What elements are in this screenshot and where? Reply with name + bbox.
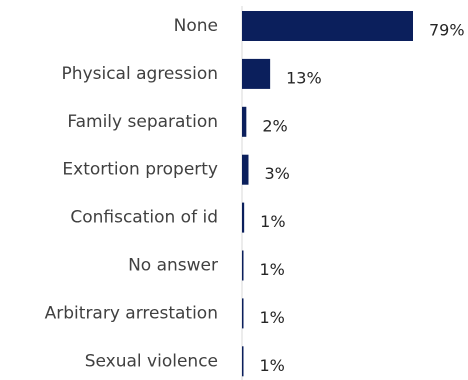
- bar-4: [242, 202, 245, 233]
- bar-7: [242, 346, 244, 377]
- bar-1: [242, 58, 271, 89]
- bar-3: [242, 154, 249, 185]
- category-label-0: None: [174, 16, 218, 36]
- value-label-5: 1%: [260, 260, 285, 279]
- value-labels: 79% 13% 2% 3% 1% 1% 1% 1%: [260, 21, 465, 375]
- category-label-7: Sexual violence: [85, 351, 218, 371]
- value-label-7: 1%: [260, 356, 285, 375]
- value-label-2: 2%: [262, 116, 287, 135]
- category-label-5: No answer: [128, 256, 218, 276]
- bars-layer: [242, 11, 413, 377]
- category-label-6: Arbitrary arrestation: [45, 303, 218, 323]
- category-labels: None Physical agression Family separation E…: [45, 16, 218, 371]
- category-label-2: Family separation: [67, 112, 218, 132]
- bar-6: [242, 298, 244, 329]
- value-label-1: 13%: [286, 68, 322, 87]
- category-label-1: Physical agression: [62, 64, 218, 84]
- value-label-4: 1%: [260, 212, 285, 231]
- category-label-4: Confiscation of id: [70, 208, 218, 228]
- bar-2: [242, 106, 247, 137]
- value-label-3: 3%: [264, 164, 289, 183]
- category-label-3: Extortion property: [62, 160, 218, 180]
- value-label-0: 79%: [429, 21, 465, 40]
- bar-5: [242, 250, 244, 281]
- bar-0: [242, 11, 413, 41]
- value-label-6: 1%: [260, 308, 285, 327]
